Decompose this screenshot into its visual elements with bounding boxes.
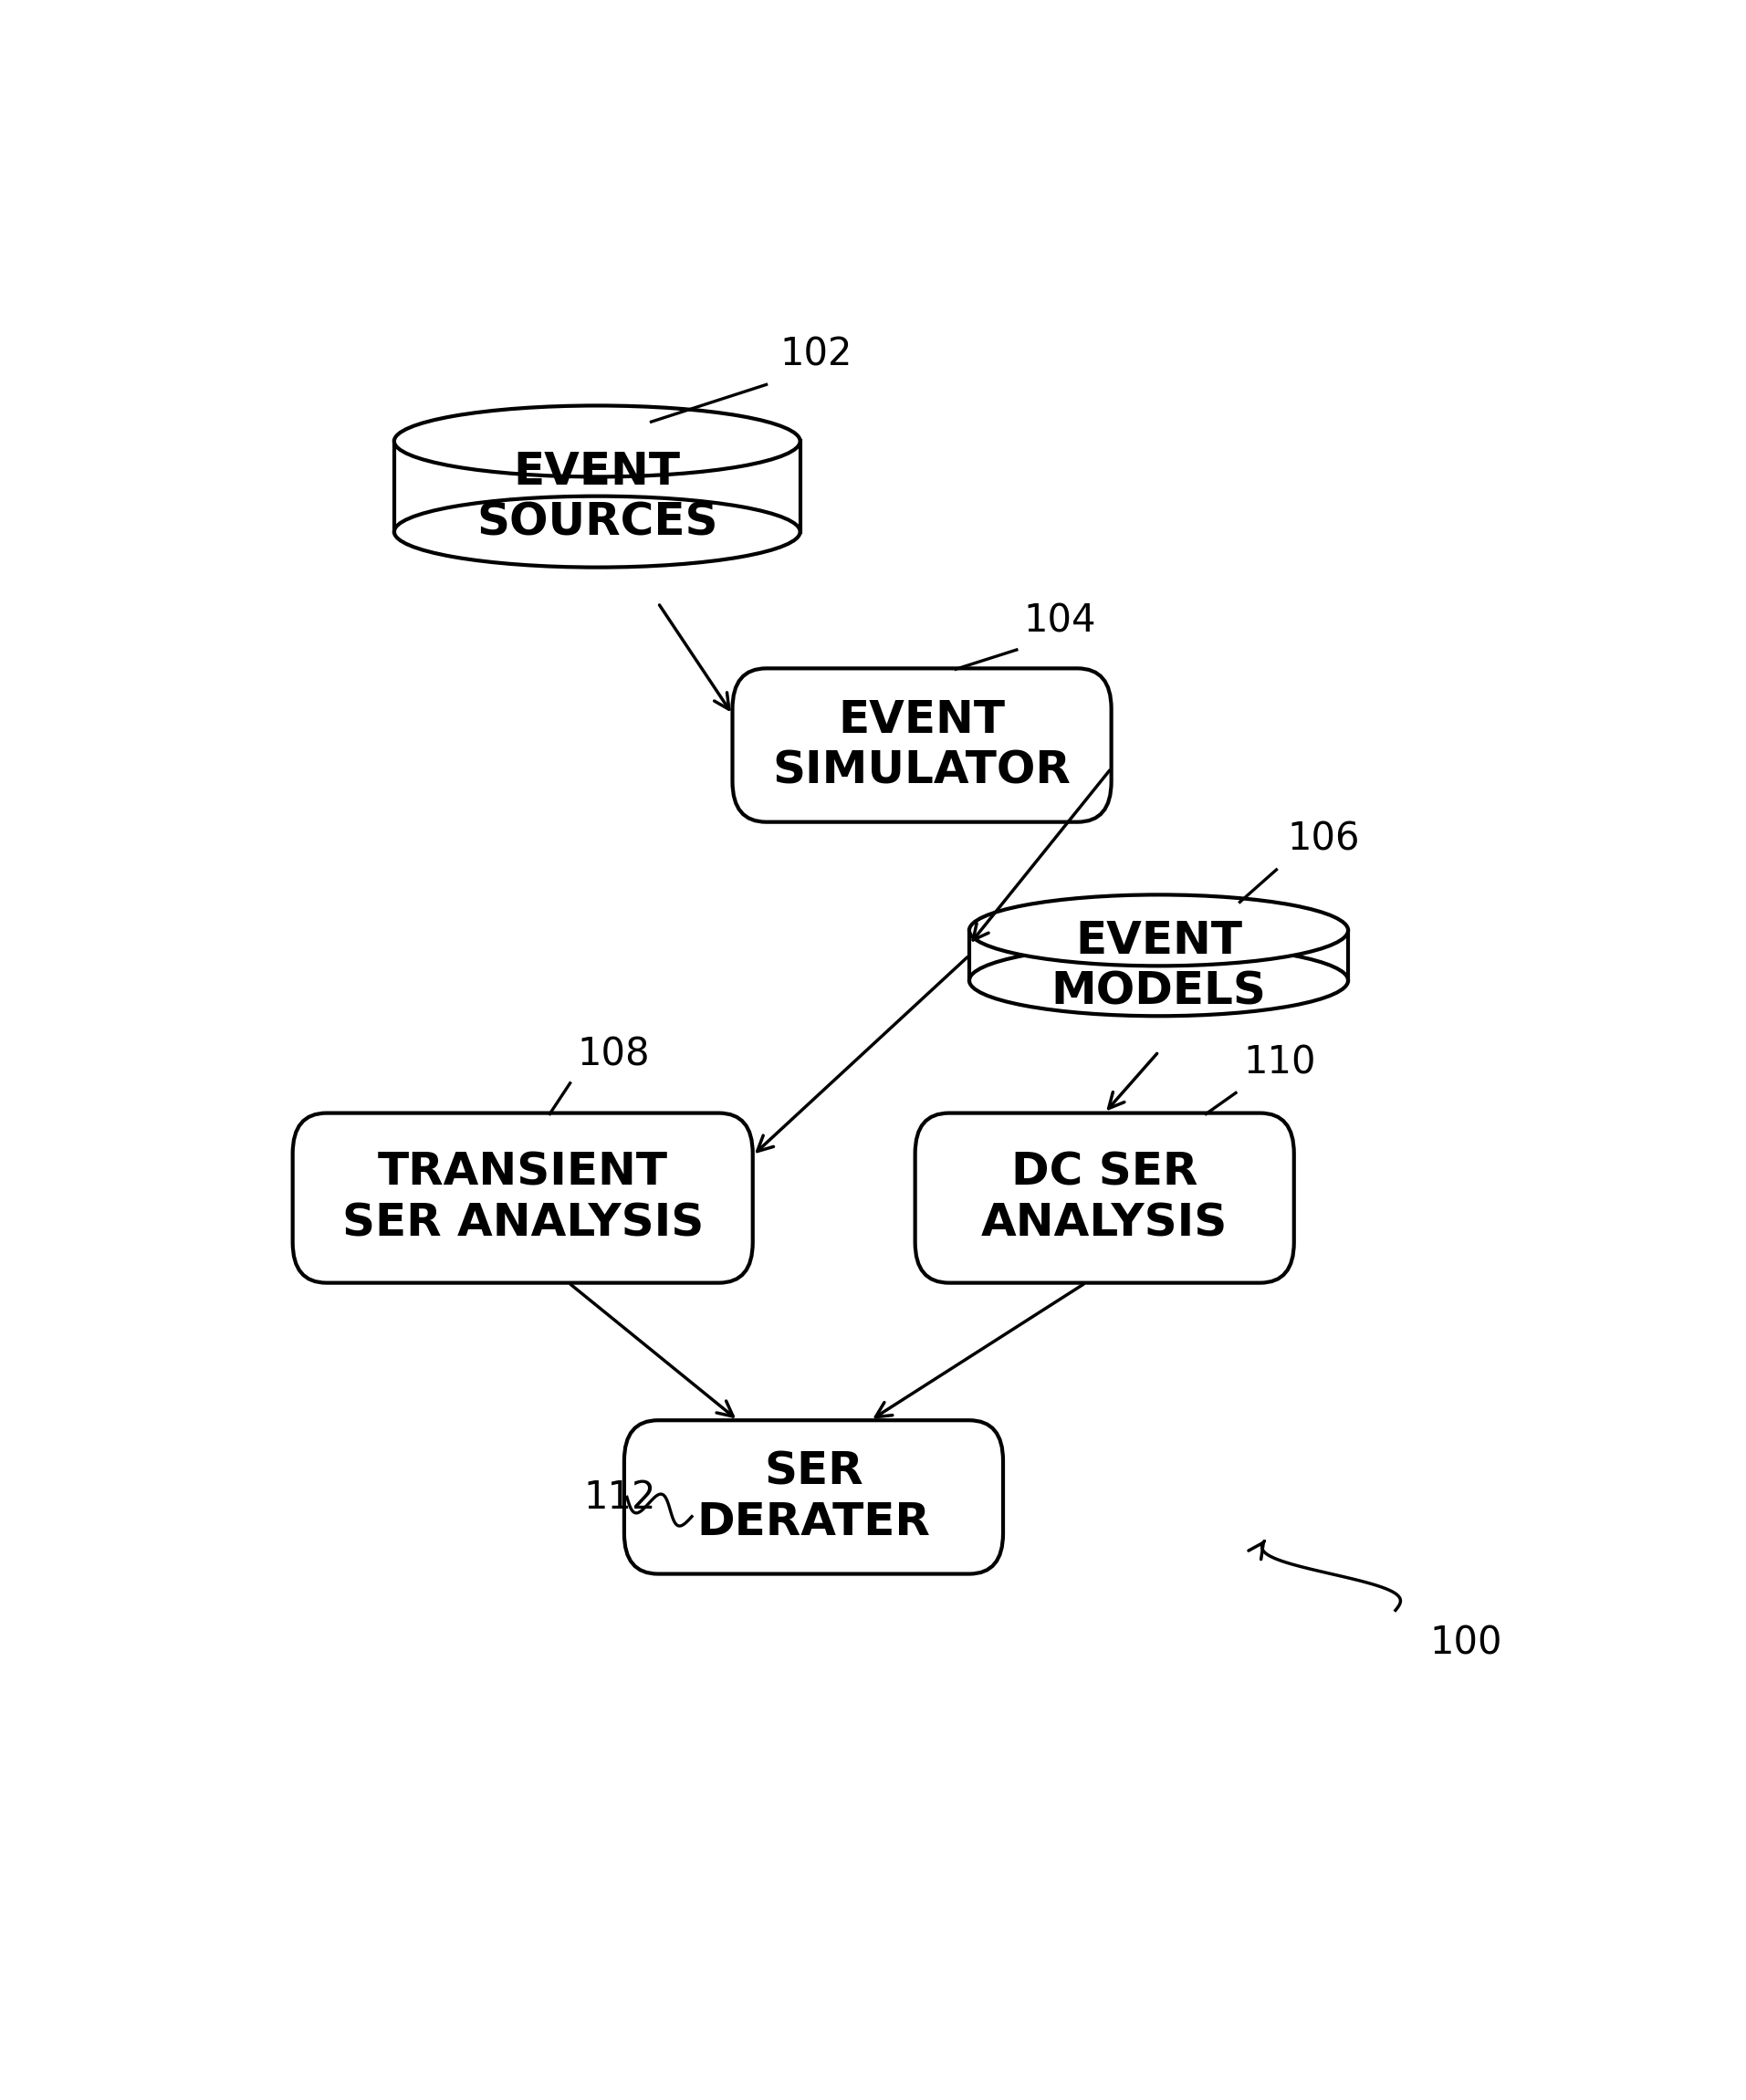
- Text: 112: 112: [583, 1478, 656, 1516]
- Text: TRANSIENT
SER ANALYSIS: TRANSIENT SER ANALYSIS: [342, 1151, 704, 1245]
- Text: DC SER
ANALYSIS: DC SER ANALYSIS: [981, 1151, 1227, 1245]
- FancyBboxPatch shape: [915, 1113, 1294, 1283]
- Text: EVENT
SOURCES: EVENT SOURCES: [477, 449, 718, 544]
- Text: 106: 106: [1287, 819, 1360, 859]
- Bar: [395, 441, 800, 531]
- Bar: [969, 930, 1348, 981]
- Text: SER
DERATER: SER DERATER: [697, 1449, 931, 1543]
- FancyBboxPatch shape: [733, 668, 1112, 821]
- Ellipse shape: [395, 405, 800, 477]
- Text: 102: 102: [780, 334, 852, 374]
- Text: 100: 100: [1430, 1623, 1502, 1661]
- Ellipse shape: [395, 496, 800, 567]
- Text: 110: 110: [1243, 1044, 1316, 1082]
- FancyBboxPatch shape: [625, 1420, 1002, 1573]
- Text: 104: 104: [1023, 603, 1096, 640]
- Text: EVENT
SIMULATOR: EVENT SIMULATOR: [773, 697, 1070, 792]
- FancyBboxPatch shape: [293, 1113, 753, 1283]
- Ellipse shape: [969, 895, 1348, 966]
- Text: EVENT
MODELS: EVENT MODELS: [1051, 920, 1266, 1014]
- Ellipse shape: [969, 945, 1348, 1016]
- Text: 108: 108: [576, 1035, 650, 1073]
